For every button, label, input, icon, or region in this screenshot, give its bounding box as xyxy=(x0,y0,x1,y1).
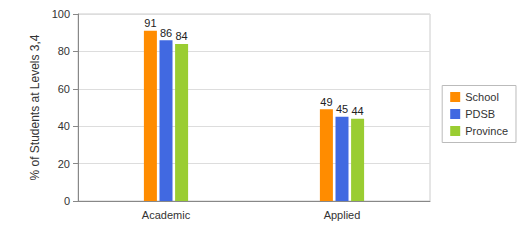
svg-text:45: 45 xyxy=(336,103,348,115)
svg-text:% of Students at Levels 3,4: % of Students at Levels 3,4 xyxy=(28,34,42,180)
svg-text:44: 44 xyxy=(351,105,363,117)
svg-text:Applied: Applied xyxy=(324,209,361,221)
svg-text:100: 100 xyxy=(52,8,70,20)
svg-text:Academic: Academic xyxy=(142,209,191,221)
svg-text:80: 80 xyxy=(58,45,70,57)
svg-text:Province: Province xyxy=(465,125,508,137)
svg-text:40: 40 xyxy=(58,120,70,132)
svg-text:49: 49 xyxy=(320,96,332,108)
svg-text:84: 84 xyxy=(175,30,187,42)
svg-text:60: 60 xyxy=(58,83,70,95)
svg-text:School: School xyxy=(465,91,499,103)
svg-text:91: 91 xyxy=(144,17,156,29)
svg-text:PDSB: PDSB xyxy=(465,108,495,120)
svg-text:0: 0 xyxy=(64,195,70,207)
svg-text:86: 86 xyxy=(160,27,172,39)
svg-text:20: 20 xyxy=(58,158,70,170)
